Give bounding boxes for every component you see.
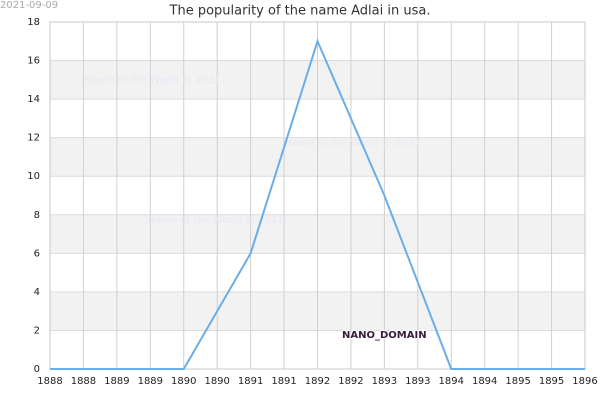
x-tick-label: 1891 xyxy=(238,376,263,387)
x-tick-label: 1891 xyxy=(271,376,296,387)
x-tick-label: 1888 xyxy=(37,376,62,387)
x-tick-label: 1888 xyxy=(71,376,96,387)
y-tick-label: 18 xyxy=(27,17,40,28)
watermark: Name of the World © 2021 xyxy=(85,75,221,86)
x-tick-label: 1890 xyxy=(171,376,196,387)
x-tick-label: 1890 xyxy=(204,376,229,387)
y-tick-label: 16 xyxy=(27,56,40,67)
x-tick-label: 1892 xyxy=(305,376,330,387)
x-tick-label: 1895 xyxy=(539,376,564,387)
x-tick-label: 1892 xyxy=(338,376,363,387)
watermark: Name of the World © 2021 xyxy=(148,215,284,226)
x-tick-label: 1889 xyxy=(138,376,163,387)
x-tick-label: 1893 xyxy=(372,376,397,387)
chart-title: The popularity of the name Adlai in usa. xyxy=(169,4,431,19)
date-stamp: 2021-09-09 xyxy=(0,0,58,11)
y-tick-label: 4 xyxy=(34,287,40,298)
y-tick-label: 0 xyxy=(34,364,40,375)
y-tick-label: 6 xyxy=(34,248,40,259)
plot-frame xyxy=(49,21,586,370)
x-tick-label: 1894 xyxy=(472,376,497,387)
y-tick-label: 10 xyxy=(27,171,40,182)
y-tick-label: 14 xyxy=(27,94,40,105)
y-tick-label: 12 xyxy=(27,133,40,144)
x-tick-label: 1895 xyxy=(505,376,530,387)
y-tick-label: 8 xyxy=(34,210,40,221)
watermark: Name of the World © 2021 xyxy=(285,138,421,149)
x-tick-label: 1894 xyxy=(439,376,464,387)
data-line xyxy=(50,38,585,370)
x-tick-label: 1896 xyxy=(572,376,597,387)
y-tick-label: 2 xyxy=(34,325,40,336)
x-tick-label: 1893 xyxy=(405,376,430,387)
x-tick-label: 1889 xyxy=(104,376,129,387)
domain-label: NANO_DOMAIN xyxy=(342,330,427,341)
